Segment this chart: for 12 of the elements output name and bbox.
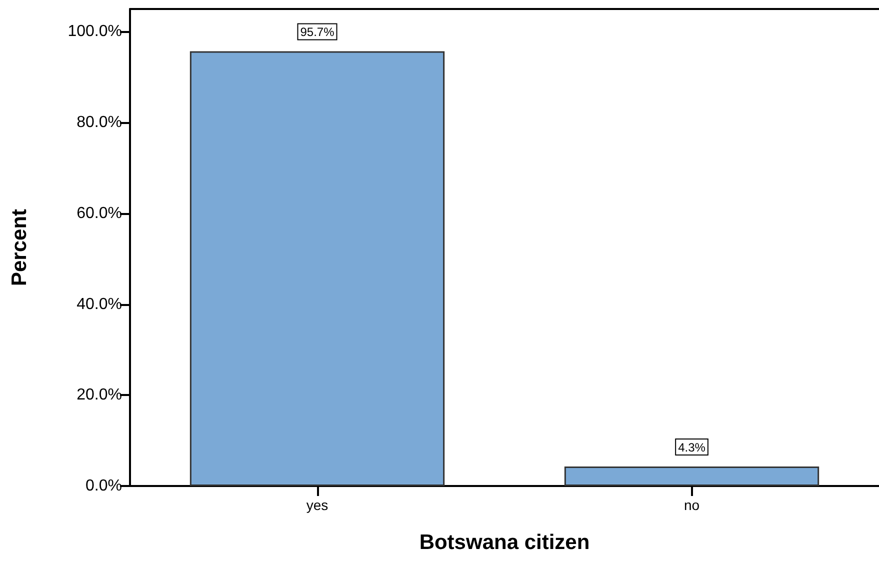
y-tick-label: 80.0% [76,114,122,132]
y-tick-label: 0.0% [86,478,122,494]
data-label: 95.7% [300,25,335,40]
x-tick-label: no [684,497,700,513]
y-tick-label: 100.0% [68,23,122,40]
y-tick-label: 40.0% [76,296,122,313]
y-tick-label: 60.0% [76,204,122,222]
y-axis-title: Percent [8,208,31,286]
data-label: 4.3% [678,440,706,454]
x-axis-title: Botswana citizen [419,531,590,554]
x-tick-label: yes [306,497,328,513]
y-tick-label: 20.0% [76,386,122,404]
